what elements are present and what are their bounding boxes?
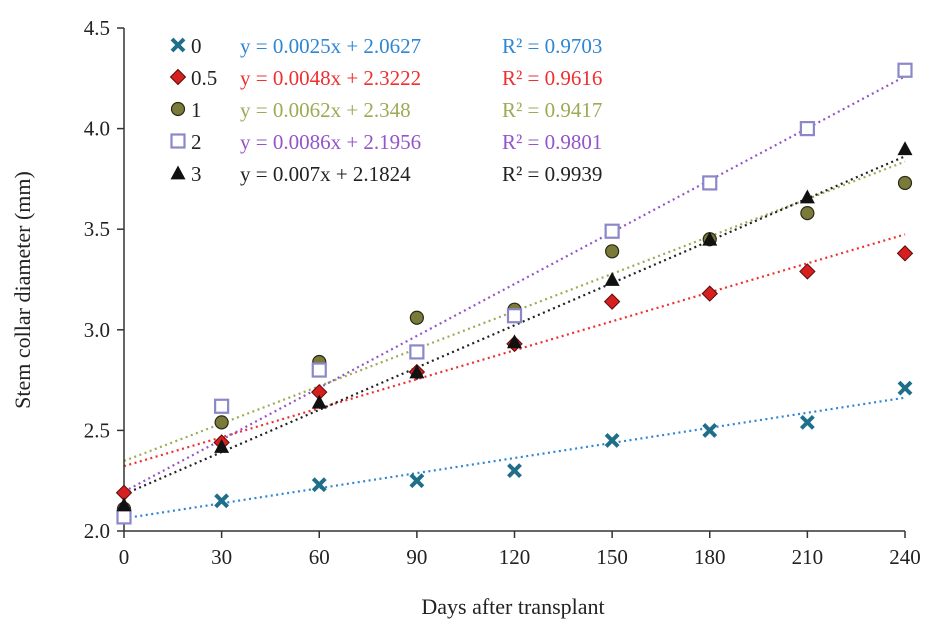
x-tick-label: 150 xyxy=(596,545,628,569)
legend-label-3: 3 xyxy=(191,162,202,186)
y-tick-label: 2.0 xyxy=(84,519,110,543)
trendline-r2-0: R² = 0.9703 xyxy=(502,34,602,58)
y-tick-label: 3.0 xyxy=(84,318,110,342)
trendline-r2-2: R² = 0.9801 xyxy=(502,130,602,154)
x-tick-label: 180 xyxy=(694,545,726,569)
point-series-3 xyxy=(409,364,425,379)
point-series-2 xyxy=(799,120,815,137)
y-tick-label: 4.0 xyxy=(84,117,110,141)
axes xyxy=(117,27,906,538)
point-series-0 xyxy=(604,433,620,448)
legend-label-0.5: 0.5 xyxy=(191,66,217,90)
x-tick-label: 90 xyxy=(406,545,427,569)
point-series-1 xyxy=(409,310,424,325)
point-series-2 xyxy=(116,509,132,525)
legend-marker-0.5 xyxy=(169,68,187,86)
point-series-3 xyxy=(116,497,132,512)
point-series-2 xyxy=(506,308,523,324)
legend-label-0: 0 xyxy=(191,34,202,58)
point-series-3 xyxy=(799,189,815,204)
point-series-2 xyxy=(214,398,230,414)
legend-marker-1 xyxy=(170,101,186,117)
x-tick-label: 0 xyxy=(119,545,130,569)
trendline-equation-0: y = 0.0025x + 2.0627 xyxy=(240,34,421,58)
point-series-2 xyxy=(897,62,913,78)
y-tick-label: 2.5 xyxy=(84,418,110,442)
trendline-series-0 xyxy=(123,396,906,520)
x-axis-label: Days after transplant xyxy=(421,594,604,619)
point-series-0.5 xyxy=(896,245,914,262)
y-tick-label: 4.5 xyxy=(84,16,110,40)
x-tick-label: 30 xyxy=(211,545,232,569)
trendline-equation-3: y = 0.007x + 2.1824 xyxy=(240,162,411,186)
point-series-0 xyxy=(214,493,230,509)
point-series-0 xyxy=(702,422,718,438)
point-series-1 xyxy=(800,206,815,221)
x-tick-label: 240 xyxy=(889,545,921,569)
data-points xyxy=(115,62,914,525)
point-series-3 xyxy=(311,394,327,409)
point-series-0.5 xyxy=(603,293,621,310)
point-series-2 xyxy=(311,362,327,378)
point-series-0 xyxy=(897,380,913,396)
legend-marker-3 xyxy=(170,165,186,180)
point-series-3 xyxy=(897,141,913,156)
legend-marker-2 xyxy=(170,133,186,149)
point-series-0 xyxy=(799,414,815,430)
trendline-r2-3: R² = 0.9939 xyxy=(502,162,602,186)
point-series-3 xyxy=(507,334,522,349)
point-series-0 xyxy=(409,473,425,489)
point-series-3 xyxy=(214,438,230,453)
point-series-0.5 xyxy=(701,285,718,302)
y-tick-label: 3.5 xyxy=(84,217,110,241)
legend-label-1: 1 xyxy=(191,98,202,122)
legend: 0 y = 0.0025x + 2.0627 R² = 0.9703 0.5 y = 0… xyxy=(169,34,602,186)
tick-labels: 2.02.53.03.54.04.50 30 60 90 120 150 180 210 240 xyxy=(84,16,921,569)
point-series-3 xyxy=(702,231,718,246)
point-series-0 xyxy=(311,477,327,493)
point-series-1 xyxy=(605,244,620,259)
y-axis-label: Stem collar diameter (mm) xyxy=(10,171,35,409)
trendline-r2-1: R² = 0.9417 xyxy=(502,98,602,122)
x-tick-label: 60 xyxy=(309,545,330,569)
trendline-equation-2: y = 0.0086x + 2.1956 xyxy=(240,130,421,154)
point-series-2 xyxy=(702,175,718,191)
x-tick-label: 210 xyxy=(792,545,824,569)
point-series-1 xyxy=(897,175,913,191)
point-series-1 xyxy=(214,415,229,430)
trendline-equation-1: y = 0.0062x + 2.348 xyxy=(240,98,411,122)
legend-marker-0 xyxy=(170,37,186,53)
point-series-3 xyxy=(604,272,620,286)
legend-label-2: 2 xyxy=(191,130,202,154)
point-series-2 xyxy=(409,344,425,360)
trendline-series-2 xyxy=(123,75,906,493)
point-series-0 xyxy=(507,463,522,479)
x-tick-label: 120 xyxy=(499,545,531,569)
trendline-r2-0.5: R² = 0.9616 xyxy=(502,66,602,90)
trendline-equation-0.5: y = 0.0048x + 2.3222 xyxy=(240,66,421,90)
point-series-0.5 xyxy=(799,263,816,280)
point-series-2 xyxy=(604,223,620,239)
